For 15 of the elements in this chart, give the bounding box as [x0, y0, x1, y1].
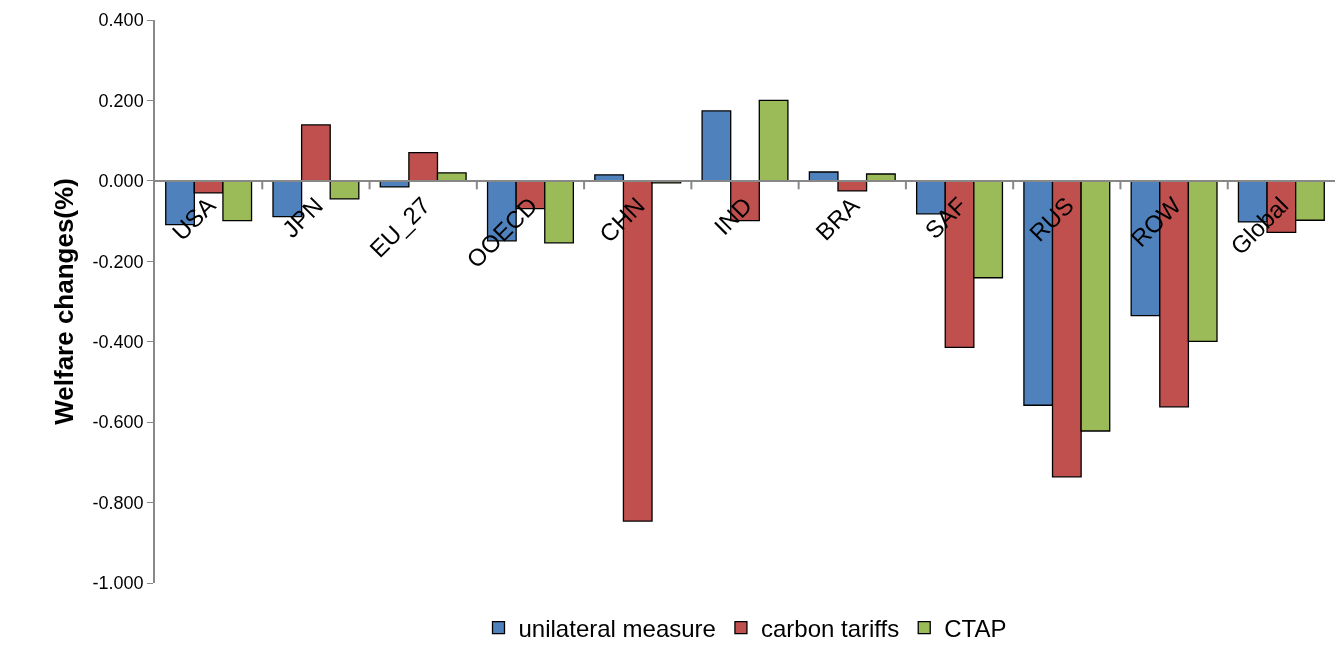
y-tick-label: -0.800	[92, 492, 144, 513]
y-tick-label: 0.200	[98, 90, 144, 111]
y-tick-label: -0.200	[92, 251, 144, 272]
y-tick-label: 0.400	[98, 10, 144, 31]
y-tick-label: -0.600	[92, 412, 144, 433]
x-tick-label: JPN	[276, 191, 328, 243]
x-tick-label: USA	[166, 191, 221, 246]
y-axis-title: Welfare changes(%)	[48, 178, 79, 425]
x-tick-label: IND	[708, 191, 758, 240]
legend-label: unilateral measure	[518, 614, 716, 642]
y-tick-label: 0.000	[98, 171, 144, 192]
legend-label: CTAP	[944, 614, 1007, 642]
y-tick-label: -0.400	[92, 332, 144, 353]
y-tick-label: -1.000	[92, 573, 144, 594]
legend-label: carbon tariffs	[760, 614, 900, 642]
